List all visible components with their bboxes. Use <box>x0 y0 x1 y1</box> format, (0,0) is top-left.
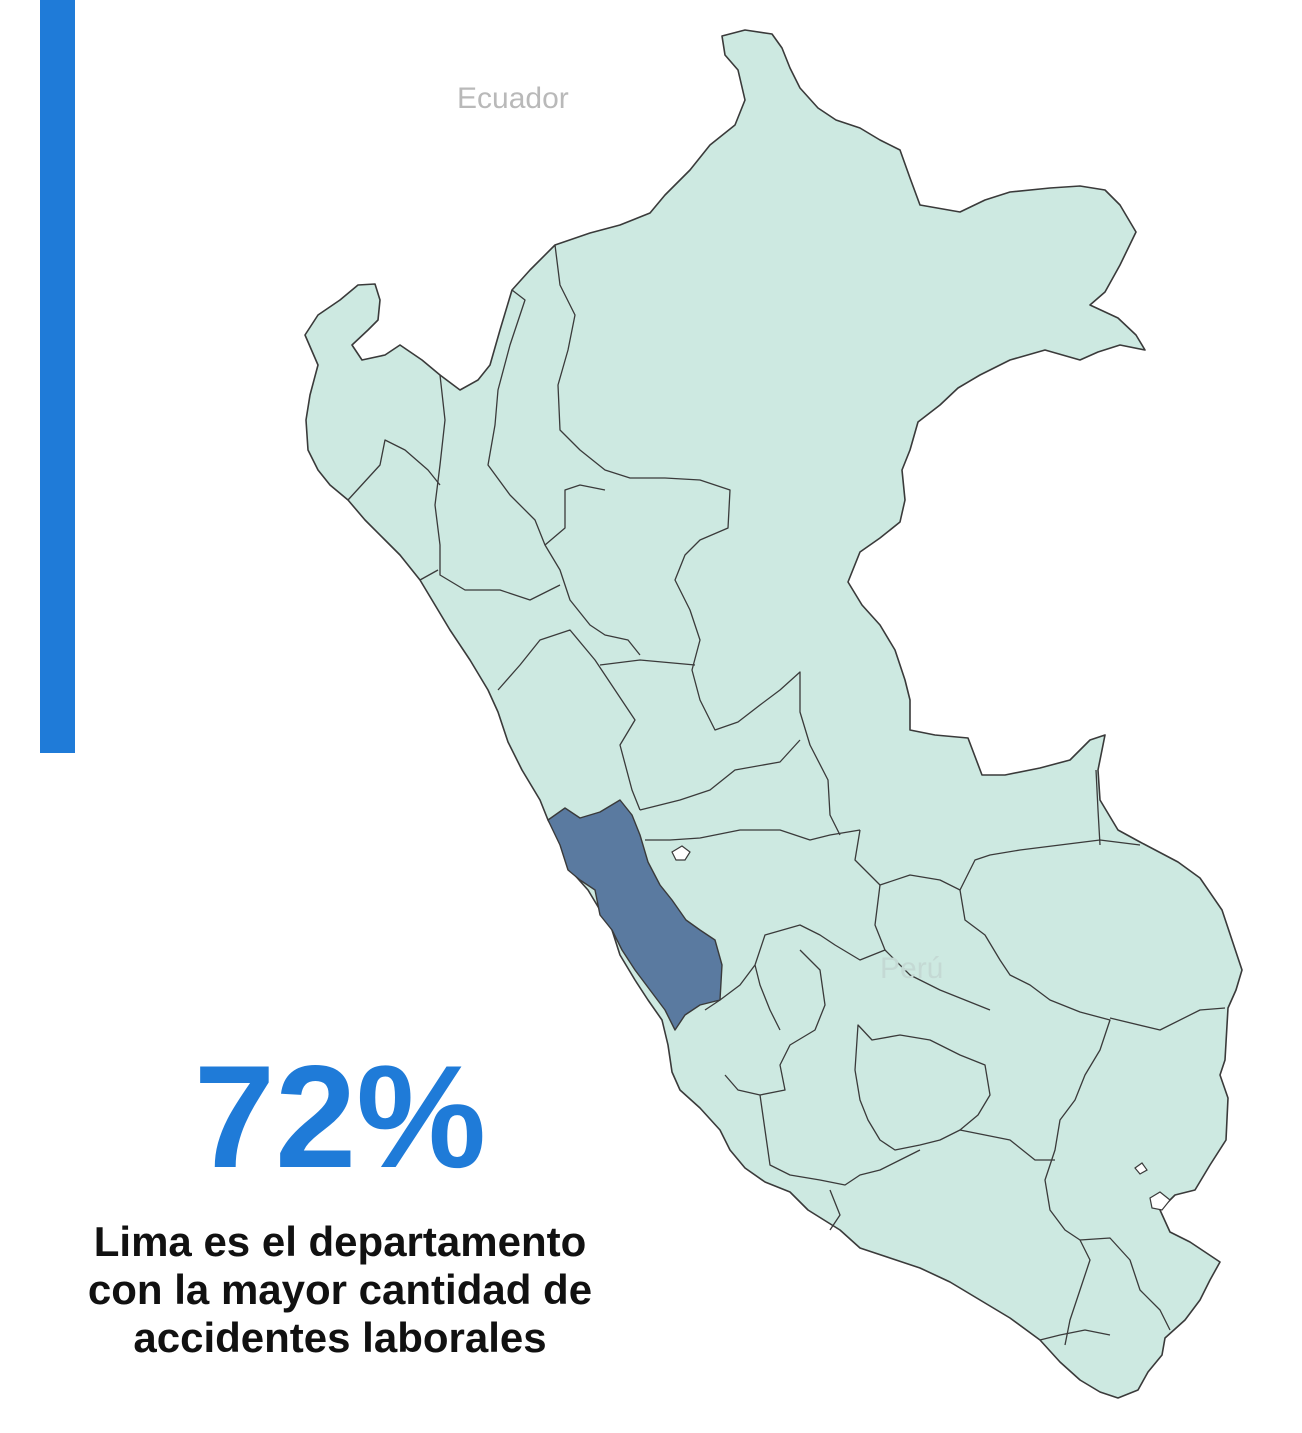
ecuador-label: Ecuador <box>457 82 569 115</box>
lake <box>1149 1191 1171 1211</box>
stat-caption-line: Lima es el departamento <box>93 1218 587 1265</box>
lake <box>1134 1162 1148 1175</box>
stat-value: 72% <box>193 1035 487 1198</box>
department-borders <box>347 244 1226 1346</box>
peru-label: Perú <box>880 952 944 985</box>
lima-region <box>547 799 723 1031</box>
peru-outline <box>304 29 1243 1399</box>
accent-bar <box>40 0 75 753</box>
stat-caption-line: accidentes laborales <box>133 1314 547 1361</box>
stat-caption-line: con la mayor cantidad de <box>87 1266 593 1313</box>
lake <box>671 845 691 861</box>
stat-caption: Lima es el departamento con la mayor can… <box>0 1218 680 1362</box>
